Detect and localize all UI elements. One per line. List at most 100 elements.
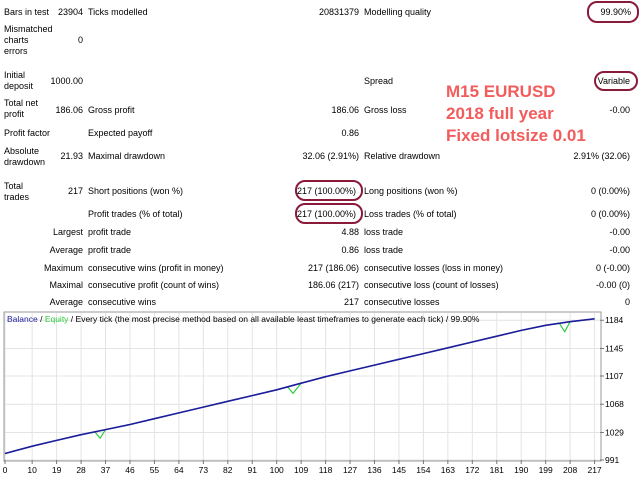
x-tick-label: 181 (490, 465, 504, 475)
maximal-drawdown-value: 32.06 (2.91%) (302, 151, 359, 161)
gross-loss-value: -0.00 (609, 105, 630, 115)
x-tick-label: 136 (367, 465, 381, 475)
y-tick-label: 1145 (605, 343, 624, 353)
total-net-profit-label: Total net profit (4, 98, 39, 119)
x-tick-label: 10 (27, 465, 37, 475)
profit-trades-value: 217 (100.00%) (296, 209, 356, 219)
x-tick-label: 217 (587, 465, 601, 475)
average-consecutive-label: Average (49, 297, 83, 307)
x-tick-label: 37 (101, 465, 111, 475)
x-tick-label: 100 (270, 465, 284, 475)
maximal-consecutive-loss-value: -0.00 (0) (595, 280, 630, 290)
x-tick-label: 163 (441, 465, 455, 475)
annotation-line-3: Fixed lotsize 0.01 (446, 126, 586, 145)
largest-loss-trade-value: -0.00 (609, 227, 630, 237)
plot-area (3, 311, 602, 462)
highlight-oval-modelling-quality (587, 1, 639, 23)
average-consecutive-losses-value: 0 (624, 297, 630, 307)
maximal-consecutive-profit-value: 186.06 (217) (307, 280, 359, 290)
max-consecutive-wins-label: consecutive wins (profit in money) (88, 263, 224, 273)
profit-trades-label: Profit trades (% of total) (88, 209, 183, 219)
short-positions-label: Short positions (won %) (88, 186, 184, 196)
legend-equity: Equity (45, 314, 69, 324)
highlight-oval-profit-trades (295, 203, 363, 224)
ticks-modelled-label: Ticks modelled (88, 7, 148, 17)
legend-sep: / (38, 314, 45, 324)
y-tick-label: 1184 (605, 315, 624, 325)
max-consecutive-wins-value: 217 (186.06) (307, 263, 359, 273)
loss-trades-value: 0 (0.00%) (590, 209, 630, 219)
highlight-oval-short-positions (295, 180, 363, 201)
balance-equity-chart: 991 1029 1068 1107 1145 1184 0 10 19 28 37 46 55 64 7… (3, 311, 624, 475)
maximal-drawdown-label: Maximal drawdown (88, 151, 166, 161)
x-tick-label: 208 (563, 465, 577, 475)
balance-series-line (4, 318, 595, 455)
maximal-label: Maximal (49, 280, 83, 290)
annotation-line-2: 2018 full year (446, 104, 554, 123)
absolute-drawdown-label: Absolute drawdown (4, 146, 46, 167)
long-positions-label: Long positions (won %) (364, 186, 458, 196)
y-tick-label: 1107 (605, 371, 624, 381)
loss-trades-label: Loss trades (% of total) (364, 209, 457, 219)
largest-profit-trade-label: profit trade (88, 227, 132, 237)
spread-label: Spread (364, 76, 394, 86)
x-tick-label: 190 (514, 465, 528, 475)
x-tick-label: 19 (52, 465, 62, 475)
x-tick-label: 0 (3, 465, 8, 475)
maximal-consecutive-profit-label: consecutive profit (count of wins) (88, 280, 220, 290)
largest-loss-trade-label: loss trade (364, 227, 404, 237)
largest-label: Largest (52, 227, 83, 237)
x-tick-label: 109 (294, 465, 308, 475)
relative-drawdown-value: 2.91% (32.06) (573, 151, 630, 161)
expected-payoff-value: 0.86 (341, 128, 359, 138)
x-tick-label: 73 (199, 465, 209, 475)
initial-deposit-value: 1000.00 (50, 76, 83, 86)
legend-description: / Every tick (the most precise method ba… (68, 314, 479, 324)
total-net-profit-value: 186.06 (55, 105, 83, 115)
gross-profit-value: 186.06 (331, 105, 359, 115)
spread-value: Variable (597, 76, 630, 86)
chart-legend: Balance / Equity / Every tick (the most … (7, 314, 480, 324)
x-tick-label: 199 (539, 465, 553, 475)
average-consecutive-wins-label: consecutive wins (88, 297, 157, 307)
mismatched-errors-label: Mismatched charts errors (4, 24, 53, 56)
gross-profit-label: Gross profit (88, 105, 135, 115)
legend-balance: Balance (7, 314, 38, 324)
bars-in-test-value: 23904 (57, 7, 83, 17)
expected-payoff-label: Expected payoff (88, 128, 153, 138)
short-positions-value: 217 (100.00%) (296, 186, 356, 196)
highlight-oval-spread (594, 71, 638, 91)
total-trades-value: 217 (67, 186, 83, 196)
x-tick-label: 82 (223, 465, 233, 475)
max-consecutive-losses-value: 0 (-0.00) (595, 263, 630, 273)
x-tick-label: 64 (174, 465, 184, 475)
largest-profit-trade-value: 4.88 (341, 227, 359, 237)
gross-loss-label: Gross loss (364, 105, 407, 115)
bars-in-test-label: Bars in test (4, 7, 50, 17)
average-profit-trade-value: 0.86 (341, 245, 359, 255)
average-loss-trade-value: -0.00 (609, 245, 630, 255)
x-tick-label: 172 (465, 465, 479, 475)
maximal-consecutive-loss-label: consecutive loss (count of losses) (364, 280, 499, 290)
absolute-drawdown-value: 21.93 (60, 151, 83, 161)
y-tick-label: 1068 (605, 399, 624, 409)
maximum-label: Maximum (43, 263, 83, 273)
annotation-line-1: M15 EURUSD (446, 82, 556, 101)
x-tick-label: 55 (150, 465, 160, 475)
x-tick-label: 154 (416, 465, 430, 475)
profit-factor-label: Profit factor (4, 128, 51, 138)
x-tick-label: 28 (76, 465, 86, 475)
mismatched-errors-value: 0 (77, 35, 83, 45)
x-tick-label: 145 (392, 465, 406, 475)
long-positions-value: 0 (0.00%) (590, 186, 630, 196)
average-profit-trade-label: profit trade (88, 245, 132, 255)
average-label: Average (49, 245, 83, 255)
max-consecutive-losses-label: consecutive losses (loss in money) (364, 263, 504, 273)
ticks-modelled-value: 20831379 (318, 7, 359, 17)
modelling-quality-value: 99.90% (600, 7, 631, 17)
average-consecutive-losses-label: consecutive losses (364, 297, 440, 307)
x-tick-label: 118 (319, 465, 333, 475)
x-tick-label: 127 (343, 465, 357, 475)
average-loss-trade-label: loss trade (364, 245, 404, 255)
average-consecutive-wins-value: 217 (343, 297, 359, 307)
